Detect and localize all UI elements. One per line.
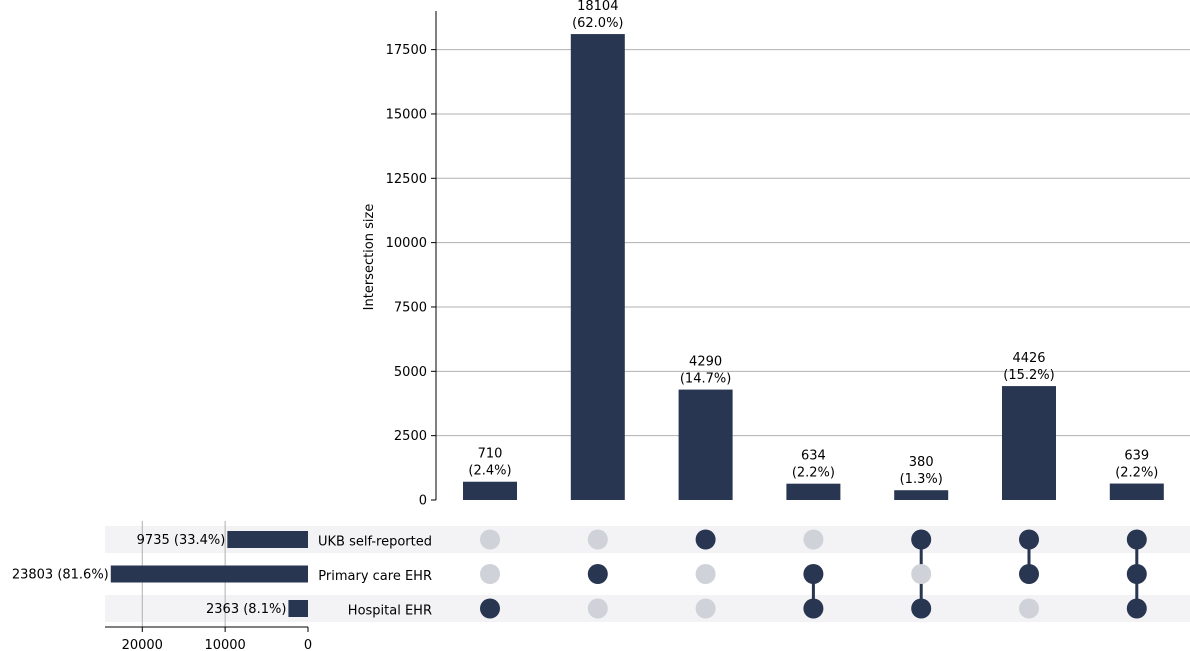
intersection-bar	[1002, 386, 1056, 500]
y-tick-label: 5000	[394, 365, 427, 380]
set-size-tick-label: 0	[304, 638, 312, 651]
matrix-dot-active	[803, 564, 824, 584]
intersection-bar	[463, 481, 517, 500]
y-tick-label: 10000	[386, 236, 427, 251]
bar-percent-label: (2.2%)	[792, 466, 835, 481]
set-name-label: Hospital EHR	[348, 604, 432, 619]
matrix-dot-active	[1019, 564, 1039, 584]
matrix-dot-inactive	[480, 529, 500, 550]
matrix-dot-active	[1126, 529, 1147, 550]
y-tick-label: 2500	[394, 429, 427, 444]
y-tick-label: 7500	[394, 300, 427, 315]
bar-value-label: 639	[1124, 449, 1149, 464]
matrix-dot-active	[803, 598, 824, 619]
intersection-bar	[678, 389, 733, 500]
set-size-bar	[227, 531, 308, 548]
bar-value-label: 18104	[577, 0, 618, 14]
y-tick-label: 0	[419, 494, 427, 509]
matrix-dot-active	[911, 598, 932, 619]
bar-value-label: 634	[801, 449, 826, 464]
matrix-stripes	[105, 526, 1190, 622]
set-size-label: 23803 (81.6%)	[12, 568, 109, 583]
bar-percent-label: (62.0%)	[572, 16, 623, 31]
matrix-dot-inactive	[911, 564, 932, 584]
matrix-dot-active	[1126, 564, 1147, 584]
matrix-dot-active	[695, 529, 716, 550]
set-size-bar	[110, 565, 308, 583]
set-size-tick-label: 20000	[122, 638, 163, 651]
y-axis-label: Intersection size	[362, 204, 377, 311]
set-size-label: 9735 (33.4%)	[137, 533, 226, 548]
matrix-dot-inactive	[587, 529, 608, 550]
bar-value-label: 710	[478, 447, 503, 462]
intersection-bar	[1109, 483, 1164, 500]
set-name-label: Primary care EHR	[318, 569, 432, 584]
bar-value-label: 380	[909, 455, 934, 470]
matrix-row-stripe	[105, 595, 1190, 622]
bar-percent-label: (14.7%)	[680, 372, 731, 387]
matrix-dot-inactive	[587, 598, 608, 619]
intersection-bars: 710 (2.4%) 18104 (62.0%) 4290 (14.7%) 634 (2.2%…	[463, 0, 1164, 500]
intersection-bar	[786, 483, 841, 500]
matrix-dot-active	[911, 529, 932, 550]
intersection-grid	[436, 49, 1190, 437]
intersection-y-axis: 0 2500 5000 7500 10000 12500 15000 17500	[386, 11, 437, 509]
matrix-dot-inactive	[695, 598, 716, 619]
membership-matrix	[480, 529, 1147, 619]
matrix-dot-inactive	[695, 564, 716, 584]
bar-value-label: 4426	[1012, 351, 1045, 366]
matrix-dot-active	[1019, 529, 1039, 550]
bar-value-label: 4290	[689, 355, 722, 370]
set-size-bar	[288, 600, 308, 617]
bar-percent-label: (15.2%)	[1003, 368, 1054, 383]
set-name-label: UKB self-reported	[318, 535, 432, 550]
matrix-dot-active	[480, 598, 500, 619]
matrix-dot-inactive	[480, 564, 500, 584]
matrix-dot-inactive	[1019, 598, 1039, 619]
intersection-bar	[570, 34, 625, 500]
bar-percent-label: (2.2%)	[1115, 466, 1158, 481]
matrix-dot-inactive	[803, 529, 824, 550]
y-tick-label: 12500	[386, 172, 427, 187]
set-size-tick-label: 10000	[204, 638, 245, 651]
y-tick-label: 17500	[386, 43, 427, 58]
set-size-bars: 9735 (33.4%) UKB self-reported 23803 (81.6…	[12, 521, 432, 651]
bar-percent-label: (2.4%)	[468, 464, 511, 479]
intersection-bar	[894, 490, 949, 500]
matrix-dot-active	[1126, 598, 1147, 619]
bar-percent-label: (1.3%)	[900, 472, 943, 487]
y-tick-label: 15000	[386, 107, 427, 122]
matrix-dot-active	[587, 564, 608, 584]
set-size-label: 2363 (8.1%)	[206, 602, 286, 617]
